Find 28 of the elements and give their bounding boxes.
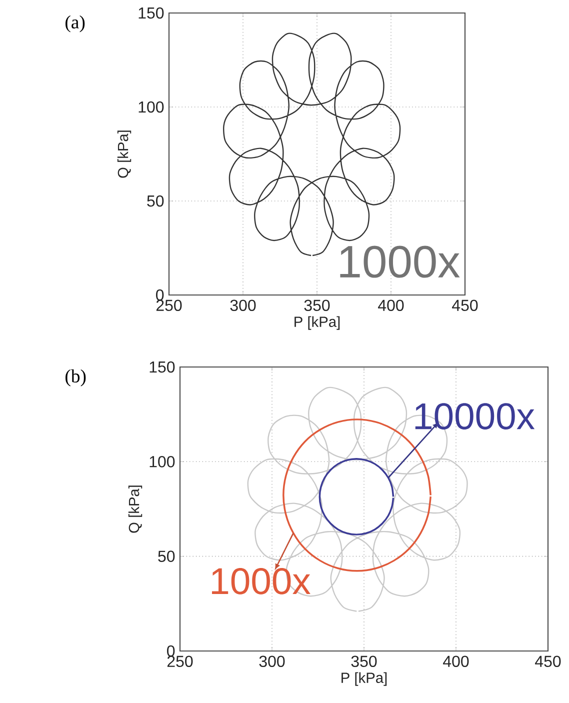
- x-tick-label: 450: [452, 300, 478, 312]
- x-tick-label: 450: [535, 656, 561, 668]
- y-axis-title: Q [kPa]: [128, 486, 142, 533]
- x-tick-label: 400: [443, 656, 469, 668]
- x-tick-label: 250: [156, 300, 182, 312]
- y-tick-label: 150: [138, 7, 164, 19]
- x-axis-title: P [kPa]: [342, 672, 387, 686]
- y-tick-label: 100: [138, 101, 164, 113]
- x-tick-label: 300: [259, 656, 285, 668]
- y-axis-title: Q [kPa]: [117, 130, 132, 178]
- x-tick-label: 350: [304, 300, 330, 312]
- y-tick-label: 100: [150, 456, 175, 468]
- annotation: 1000x: [212, 568, 310, 594]
- x-tick-label: 250: [167, 656, 193, 668]
- y-tick-label: 0: [156, 289, 164, 301]
- chart-title: (b): [66, 369, 86, 386]
- y-tick-label: 50: [147, 195, 164, 207]
- line-series: [318, 458, 394, 536]
- x-tick-label: 350: [351, 656, 377, 668]
- annotation: 1000x: [340, 246, 460, 278]
- chart-title: (a): [66, 15, 85, 32]
- y-tick-label: 0: [167, 645, 175, 657]
- x-tick-label: 400: [378, 300, 404, 312]
- annotation: 10000x: [415, 403, 535, 430]
- y-tick-label: 50: [158, 550, 175, 562]
- x-tick-label: 300: [230, 300, 256, 312]
- x-axis-title: P [kPa]: [294, 316, 340, 330]
- y-tick-label: 150: [150, 361, 175, 373]
